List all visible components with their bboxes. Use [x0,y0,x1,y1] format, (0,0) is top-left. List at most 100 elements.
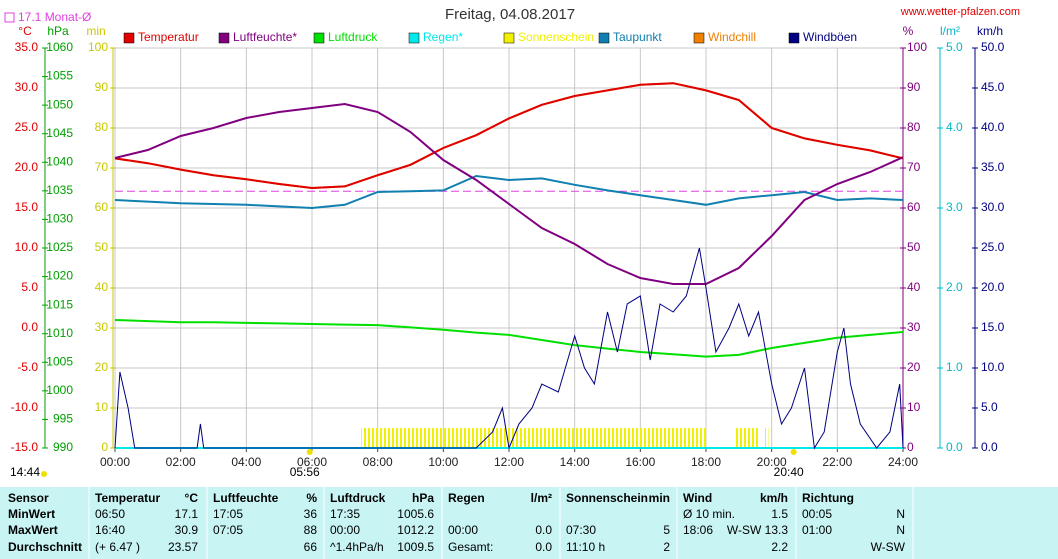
y-tick-label: 25.0 [981,240,1005,254]
y-tick-label: 70 [907,160,921,174]
table-cell: 36 [304,507,318,521]
y-tick-label: 60 [95,200,109,214]
series-line [114,319,904,358]
y-tick-label: 1015 [46,297,73,311]
y-tick-label: 990 [53,440,73,454]
legend-label: Windchill [708,30,756,44]
mean-icon [4,12,15,23]
table-cell: 1.5 [771,507,788,521]
x-tick-label: 12:00 [494,455,524,469]
table-header: Richtung [802,491,854,505]
y-tick-label: 60 [907,200,921,214]
legend-label: Taupunkt [613,30,662,44]
y-tick-label: 40 [907,280,921,294]
y-tick-label: 1030 [46,212,73,226]
annotation-dot [306,449,313,455]
y-tick-label: 995 [53,412,73,426]
table-header: °C [185,491,199,505]
table-cell: 17:35 [330,507,360,521]
series-line [114,102,904,285]
table-header: km/h [760,491,788,505]
y-tick-label: 20.0 [981,280,1005,294]
legend-swatch [123,32,135,44]
table-header: Sonnenschein [566,491,648,505]
y-tick-label: 0.0 [981,440,998,454]
table-cell: MinWert [8,507,55,521]
table-cell: 18:06 [683,523,713,537]
y-tick-label: 70 [95,160,109,174]
y-tick-label: 1005 [46,354,73,368]
table-header: l/m² [531,491,552,505]
x-tick-label: 18:00 [691,455,721,469]
annotation-dot [41,471,47,477]
table-cell: 30.9 [175,523,199,537]
x-tick-label: 16:00 [625,455,655,469]
axis-unit: °C [18,24,32,38]
sunshine-bar [765,428,769,448]
y-tick-label: 15.0 [15,200,39,214]
y-tick-label: 0 [101,440,108,454]
table-cell: MaxWert [8,523,58,537]
y-tick-label: 90 [907,80,921,94]
table-header: Luftfeuchte [213,491,279,505]
mean-label: 17.1 Monat-Ø [18,10,91,24]
y-tick-label: 10 [95,400,109,414]
table-cell: 2 [663,540,670,554]
y-tick-label: 1055 [46,69,73,83]
legend-label: Luftdruck [328,30,378,44]
y-tick-label: 5.0 [981,400,998,414]
table-cell: ^1.4hPa/h [330,540,384,554]
legend-swatch [598,32,610,44]
y-tick-label: 80 [95,120,109,134]
y-tick-label: 50.0 [981,40,1005,54]
table-cell: 07:30 [566,523,596,537]
legend-swatch [693,32,705,44]
annotation: 05:56 [290,465,320,479]
legend-swatch [408,32,420,44]
x-tick-label: 24:00 [888,455,918,469]
annotation-dot [790,449,797,455]
legend-swatch [788,32,800,44]
y-tick-label: 80 [907,120,921,134]
y-tick-label: 10.0 [15,240,39,254]
table-cell: 00:00 [448,523,478,537]
table-cell: 17.1 [175,507,199,521]
axis-unit: % [903,24,914,38]
series-line [114,82,904,190]
y-tick-label: 1060 [46,40,73,54]
y-tick-label: 3.0 [946,200,963,214]
table-cell: 1012.2 [397,523,434,537]
y-tick-label: 5.0 [946,40,963,54]
y-tick-label: 30.0 [981,200,1005,214]
y-tick-label: 15.0 [981,320,1005,334]
table-cell: Gesamt: [448,540,493,554]
x-tick-label: 06:00 [297,455,327,469]
x-tick-label: 10:00 [428,455,458,469]
y-tick-label: 20 [95,360,109,374]
y-tick-label: 35.0 [15,40,39,54]
table-cell: 00:00 [330,523,360,537]
table-cell: 66 [304,540,318,554]
table-cell: 00:05 [802,507,832,521]
y-tick-label: 90 [95,80,109,94]
x-tick-label: 04:00 [231,455,261,469]
y-tick-label: 0.0 [946,440,963,454]
y-tick-label: 1.0 [946,360,963,374]
y-tick-label: 1040 [46,154,73,168]
table-cell: 5 [663,523,670,537]
chart-title: Freitag, 04.08.2017 [445,6,575,23]
table-cell: 06:50 [95,507,125,521]
y-tick-label: 2.0 [946,280,963,294]
table-cell: 16:40 [95,523,125,537]
x-tick-label: 02:00 [166,455,196,469]
series-line [114,247,904,450]
axis-unit: km/h [977,24,1003,38]
legend-label: Regen* [423,30,463,44]
annotation: 20:40 [774,465,804,479]
table-background [0,487,1058,559]
y-tick-label: 20.0 [15,160,39,174]
table-header: Regen [448,491,485,505]
legend-label: Temperatur [138,30,199,44]
table-cell: 11:10 h [566,540,605,554]
